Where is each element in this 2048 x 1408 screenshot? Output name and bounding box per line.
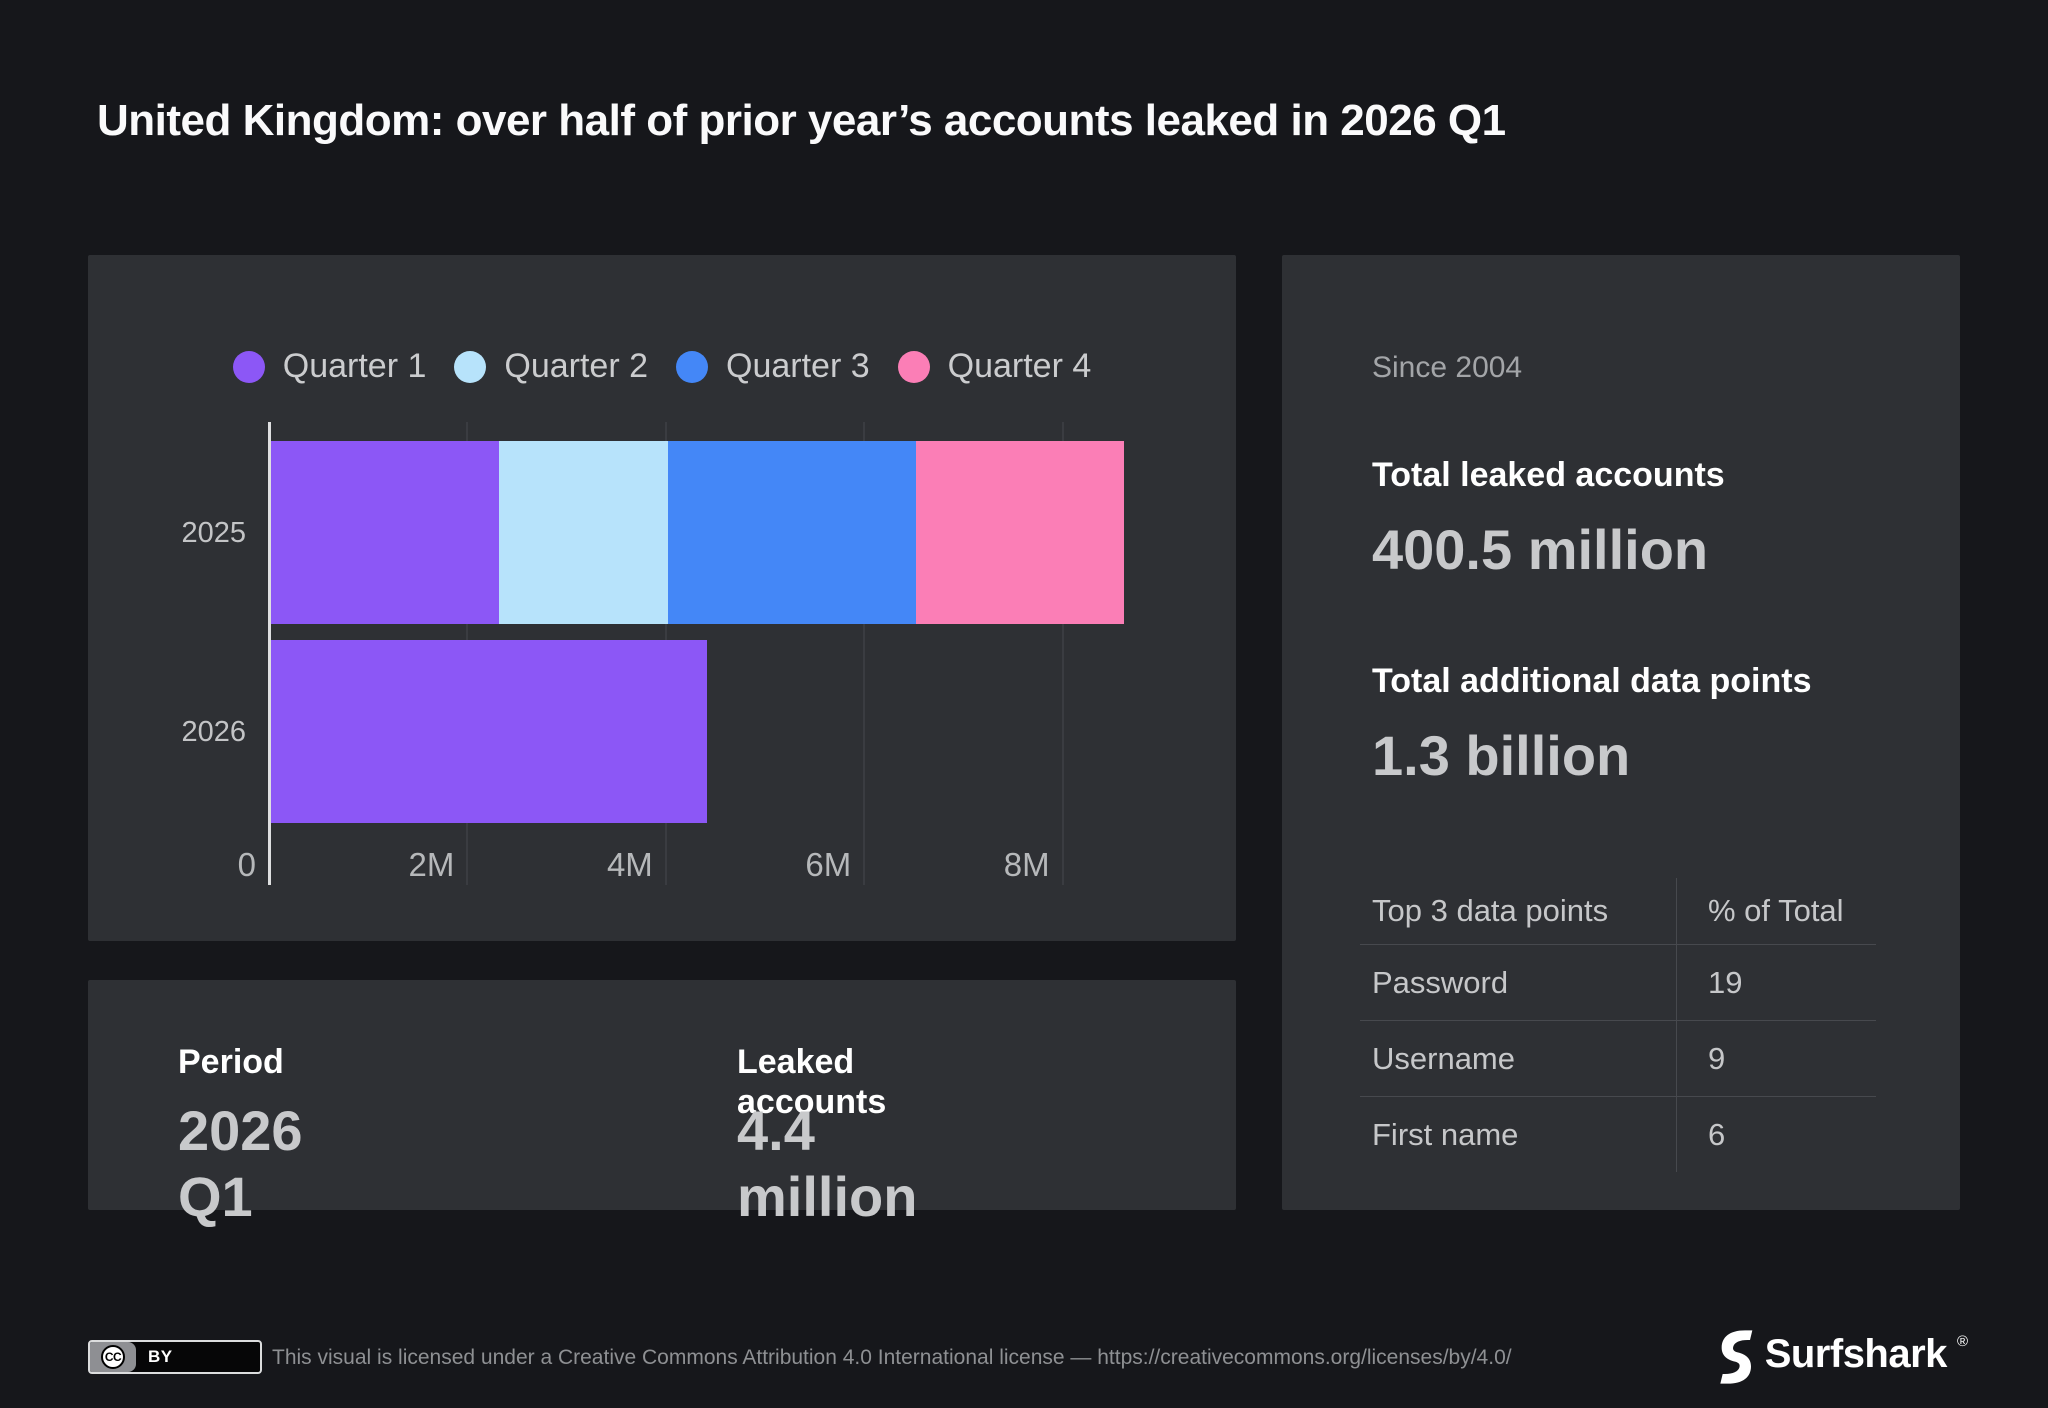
legend-dot-quarter-3 [676,350,708,383]
table-header-percent: % of Total [1708,893,1844,928]
bar-segment-2026-quarter-1 [271,640,707,823]
gridline-6M [863,422,866,885]
total-leaked-accounts-value: 400.5 million [1372,518,1709,581]
x-axis-tick-6M: 6M [805,846,852,883]
table-header-row: Top 3 data points % of Total [1360,878,1876,944]
all-time-stats-panel: Since 2004 Total leaked accounts 400.5 m… [1282,255,1960,1210]
top-data-points-table: Top 3 data points % of Total Password 19 U… [1360,878,1876,1172]
x-axis-tick-0: 0 [237,846,256,883]
legend-item-quarter-1: Quarter 1 [232,347,427,386]
bar-2025 [271,441,1124,624]
table-header-data-points: Top 3 data points [1372,893,1609,928]
legend-dot-quarter-4 [897,350,930,383]
table-row-password: Password 19 [1360,944,1876,1020]
table-row-first-name: First name 6 [1360,1096,1876,1172]
registered-trademark-symbol: ® [1956,1333,1968,1350]
table-cell-percent: 9 [1708,1040,1726,1076]
period-value: 2026 Q1 [178,1099,303,1228]
surfshark-wordmark: Surfshark [1764,1332,1948,1376]
total-data-points-label: Total additional data points [1372,662,1812,700]
table-cell-percent: 6 [1708,1116,1726,1152]
bar-2026 [271,640,707,823]
license-text: This visual is licensed under a Creative… [272,1346,1512,1369]
leaked-accounts-bar-chart-panel: Quarter 1 Quarter 2 Quarter 3 Quarter 4 202… [88,255,1236,941]
legend-item-quarter-3: Quarter 3 [676,347,870,386]
leaked-accounts-label: Leaked accounts [737,1043,887,1121]
legend-dot-quarter-1 [232,350,265,383]
cc-chip: CC [90,1342,136,1372]
stacked-bar-chart: 2025 2026 0 2M 4M 6M 8M [88,255,1236,941]
table-cell-percent: 19 [1708,964,1743,1000]
total-leaked-accounts-label: Total leaked accounts [1372,456,1725,494]
bar-segment-2025-quarter-3 [668,441,916,624]
surfshark-fin-icon [1720,1330,1753,1384]
legend-label-quarter-4: Quarter 4 [947,347,1092,385]
chart-legend: Quarter 1 Quarter 2 Quarter 3 Quarter 4 [88,347,1236,386]
cc-by-badge: CC BY [88,1340,262,1374]
bar-segment-2025-quarter-2 [499,441,668,624]
legend-dot-quarter-2 [454,350,487,383]
y-axis-label-2026: 2026 [181,715,246,748]
table-cell-label: Username [1372,1040,1515,1076]
page-title: United Kingdom: over half of prior year’… [97,96,1506,145]
legend-label-quarter-2: Quarter 2 [504,347,648,385]
y-axis-line [268,422,271,885]
cc-by-label: BY [148,1347,173,1366]
x-axis-tick-2M: 2M [408,846,455,883]
total-data-points-value: 1.3 billion [1372,724,1631,787]
bar-segment-2025-quarter-4 [916,441,1124,624]
period-label: Period [178,1043,284,1081]
table-column-divider [1676,878,1677,1172]
x-axis-tick-4M: 4M [606,846,653,883]
legend-label-quarter-3: Quarter 3 [726,347,870,385]
period-summary-panel: Period 2026 Q1 Leaked accounts 4.4 milli… [88,980,1236,1228]
bar-segment-2025-quarter-1 [271,441,499,624]
since-label: Since 2004 [1372,351,1523,384]
creative-commons-icon: CC [101,1345,125,1369]
surfshark-logo: Surfshark ® [1715,1326,1968,1385]
leaked-accounts-value: 4.4 million [737,1099,918,1228]
table-cell-label: First name [1372,1116,1519,1152]
table-cell-label: Password [1372,964,1509,1000]
legend-item-quarter-4: Quarter 4 [897,347,1092,386]
gridline-8M [1061,422,1064,885]
legend-item-quarter-2: Quarter 2 [454,347,648,386]
x-axis-tick-8M: 8M [1003,846,1050,883]
y-axis-label-2025: 2025 [181,516,246,549]
table-row-username: Username 9 [1360,1020,1876,1096]
legend-label-quarter-1: Quarter 1 [282,347,427,385]
